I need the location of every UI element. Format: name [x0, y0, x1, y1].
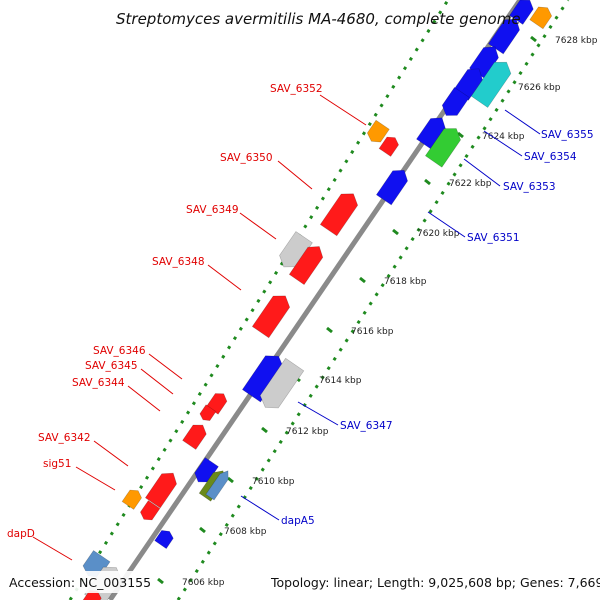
- gene-arrow[interactable]: [319, 193, 359, 237]
- gene-arrow[interactable]: [259, 357, 305, 409]
- gene-label[interactable]: SAV_6346: [93, 345, 146, 357]
- gene-arrow[interactable]: [121, 489, 142, 510]
- right-outer-track: [176, 0, 570, 600]
- gene-arrow[interactable]: [487, 18, 520, 55]
- gene-label[interactable]: dapD: [7, 528, 35, 540]
- ruler-label: 7622 kbp: [449, 179, 492, 189]
- ruler-label: 7612 kbp: [286, 427, 329, 437]
- ruler-label: 7618 kbp: [384, 277, 427, 287]
- callout-line: [297, 401, 339, 426]
- gene-label[interactable]: SAV_6355: [541, 129, 594, 141]
- map-title: Streptomyces avermitilis MA-4680, comple…: [116, 10, 521, 28]
- gene-arrow[interactable]: [288, 246, 324, 286]
- gene-arrow[interactable]: [194, 457, 219, 483]
- callout-line: [504, 109, 541, 135]
- callout-line: [319, 94, 367, 126]
- gene-arrow[interactable]: [251, 295, 291, 339]
- ruler-tick: [457, 131, 464, 139]
- ruler-label: 7608 kbp: [224, 527, 267, 537]
- ruler-tick: [261, 426, 268, 434]
- ruler-label: 7626 kbp: [518, 83, 561, 93]
- callout-line: [427, 211, 466, 238]
- gene-arrow[interactable]: [144, 472, 177, 509]
- gene-arrow[interactable]: [375, 169, 408, 206]
- gene-label[interactable]: SAV_6344: [72, 377, 125, 389]
- ruler-label: 7628 kbp: [555, 36, 598, 46]
- ruler-tick: [157, 577, 164, 585]
- ruler-tick: [199, 526, 206, 534]
- callout-line: [277, 160, 313, 190]
- gene-arrow[interactable]: [205, 470, 229, 501]
- callout-line: [463, 158, 501, 187]
- ruler-tick: [326, 326, 333, 334]
- ruler-label: 7614 kbp: [319, 376, 362, 386]
- gene-arrow[interactable]: [529, 6, 553, 30]
- gene-label[interactable]: SAV_6349: [186, 204, 239, 216]
- gene-label[interactable]: sig51: [43, 458, 71, 470]
- left-outer-track: [68, 0, 450, 600]
- ruler-label: 7624 kbp: [482, 132, 525, 142]
- gene-arrow[interactable]: [470, 61, 512, 108]
- ruler-label: 7606 kbp: [182, 578, 225, 588]
- callout-line: [240, 495, 280, 521]
- gene-arrow[interactable]: [154, 530, 174, 550]
- callout-line: [148, 353, 183, 380]
- ruler-tick: [227, 476, 234, 484]
- gene-arrow[interactable]: [416, 117, 446, 150]
- callout-line: [483, 130, 523, 157]
- gene-label[interactable]: SAV_6352: [270, 83, 323, 95]
- gene-arrow[interactable]: [509, 0, 534, 25]
- gene-label[interactable]: dapA5: [281, 515, 315, 527]
- gene-label[interactable]: SAV_6342: [38, 432, 91, 444]
- ruler-label: 7620 kbp: [417, 229, 460, 239]
- footer-summary-bg: [266, 571, 594, 593]
- gene-label[interactable]: SAV_6348: [152, 256, 205, 268]
- callout-line: [93, 440, 129, 467]
- gene-arrow[interactable]: [366, 119, 390, 143]
- gene-arrow[interactable]: [241, 355, 285, 403]
- gene-arrow[interactable]: [378, 136, 399, 157]
- ruler-tick: [392, 228, 399, 236]
- ruler-label: 7616 kbp: [351, 327, 394, 337]
- gene-arrow[interactable]: [199, 404, 217, 421]
- ruler-tick: [530, 35, 537, 43]
- gene-label[interactable]: SAV_6345: [85, 360, 138, 372]
- accession-label: Accession: NC_003155: [9, 575, 151, 590]
- genome-summary: Topology: linear; Length: 9,025,608 bp; …: [270, 575, 600, 590]
- gene-label[interactable]: SAV_6351: [467, 232, 520, 244]
- footer-accession-bg: [4, 571, 146, 593]
- callout-line: [32, 536, 73, 561]
- gene-arrow[interactable]: [424, 128, 461, 168]
- gene-label[interactable]: SAV_6354: [524, 151, 577, 163]
- gene-arrow[interactable]: [441, 86, 470, 116]
- ruler-label: 7610 kbp: [252, 477, 295, 487]
- ruler-tick: [424, 178, 431, 186]
- callout-line: [239, 212, 277, 240]
- callout-line: [207, 264, 242, 291]
- gene-label[interactable]: SAV_6347: [340, 420, 393, 432]
- gene-label[interactable]: SAV_6350: [220, 152, 273, 164]
- callout-line: [127, 385, 161, 412]
- callout-line: [75, 466, 116, 491]
- callout-line: [140, 368, 174, 395]
- gene-arrow[interactable]: [279, 231, 313, 268]
- gene-arrow[interactable]: [182, 424, 207, 450]
- gene-arrow[interactable]: [140, 500, 161, 521]
- gene-label[interactable]: SAV_6353: [503, 181, 556, 193]
- ruler-tick: [359, 276, 366, 284]
